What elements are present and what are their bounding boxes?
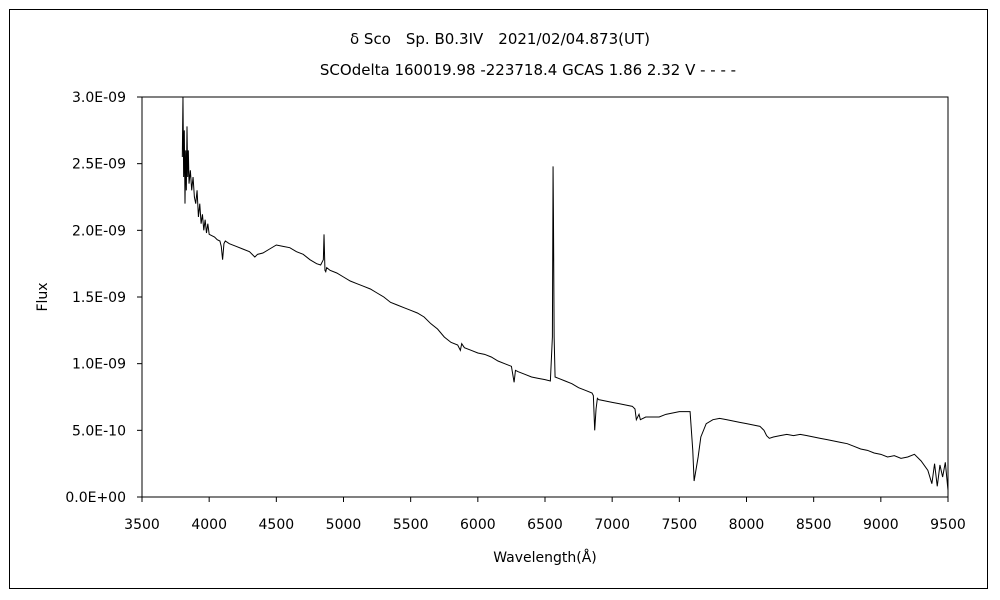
x-tick-label: 4500	[259, 517, 295, 533]
x-tick-label: 5500	[393, 517, 429, 533]
x-tick-label: 9000	[863, 517, 899, 533]
y-tick-label: 5.0E-10	[72, 423, 126, 439]
y-axis: 0.0E+00 5.0E-10 1.0E-09 1.5E-09 2.0E-09 2.5E-…	[65, 90, 142, 506]
y-axis-label: Flux	[35, 282, 51, 311]
x-tick-label: 7000	[594, 517, 630, 533]
x-tick-label: 8500	[796, 517, 832, 533]
x-tick-label: 8000	[729, 517, 765, 533]
y-tick-label: 1.5E-09	[72, 290, 126, 306]
series-line-spectrum	[181, 96, 949, 491]
chart-frame	[9, 9, 988, 589]
x-tick-label: 6500	[527, 517, 563, 533]
y-tick-label: 0.0E+00	[65, 490, 126, 506]
chart-title: δ Sco Sp. B0.3IV 2021/02/04.873(UT)	[350, 30, 650, 48]
x-tick-label: 5000	[326, 517, 362, 533]
y-tick-label: 2.5E-09	[72, 157, 126, 173]
x-tick-label: 7500	[662, 517, 698, 533]
x-axis-label: Wavelength(Å)	[493, 549, 597, 566]
y-tick-label: 3.0E-09	[72, 90, 126, 106]
x-tick-label: 9500	[930, 517, 966, 533]
chart-subtitle: SCOdelta 160019.98 -223718.4 GCAS 1.86 2…	[320, 61, 736, 79]
y-tick-label: 1.0E-09	[72, 357, 126, 373]
x-tick-label: 4000	[191, 517, 227, 533]
x-tick-label: 6000	[460, 517, 496, 533]
x-axis: 3500 4000 4500 5000 5500 6000 6500 7000 7500 8000…	[124, 497, 966, 533]
plot-area	[141, 96, 949, 498]
x-tick-label: 3500	[124, 517, 160, 533]
y-tick-label: 2.0E-09	[72, 223, 126, 239]
